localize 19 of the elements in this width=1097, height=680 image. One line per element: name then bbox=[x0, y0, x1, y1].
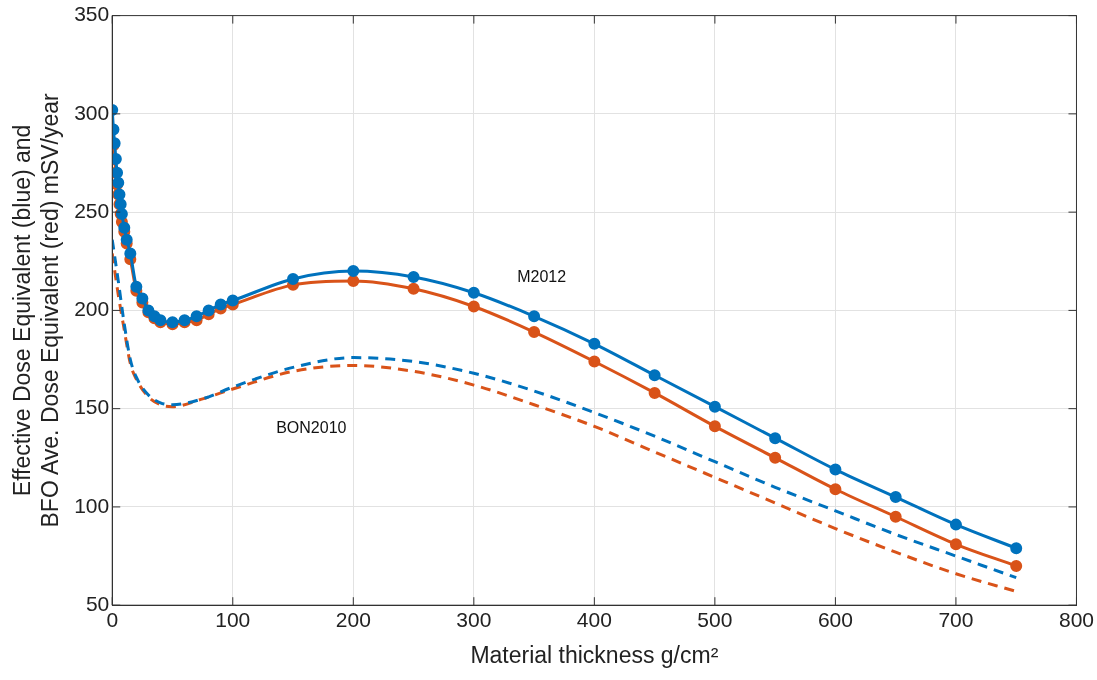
x-axis-title: Material thickness g/cm² bbox=[470, 641, 719, 668]
y-tick-label: 50 bbox=[85, 592, 110, 615]
annotation: M2012 bbox=[517, 268, 567, 286]
y-tick-label: 200 bbox=[74, 297, 110, 321]
y-tick-label: 250 bbox=[74, 198, 110, 222]
x-tick-label: 600 bbox=[817, 607, 853, 631]
x-tick-label: 300 bbox=[456, 607, 492, 631]
x-tick-label: 100 bbox=[215, 607, 251, 631]
x-tick-label: 400 bbox=[576, 607, 612, 631]
y-tick-label: 350 bbox=[74, 2, 110, 26]
y-tick-label: 300 bbox=[74, 100, 110, 124]
y-axis-title: Effective Dose Equivalent (blue) and BFO Ave. Dose Equivalent (red) mSV/year bbox=[9, 92, 63, 528]
y-tick-label: 150 bbox=[74, 395, 110, 419]
y-tick-label: 100 bbox=[74, 493, 110, 517]
x-tick-label: 200 bbox=[335, 607, 371, 631]
x-tick-label: 800 bbox=[1058, 607, 1094, 631]
x-tick-label: 500 bbox=[697, 607, 733, 631]
x-tick-label: 700 bbox=[938, 607, 974, 631]
annotation: BON2010 bbox=[276, 418, 347, 436]
